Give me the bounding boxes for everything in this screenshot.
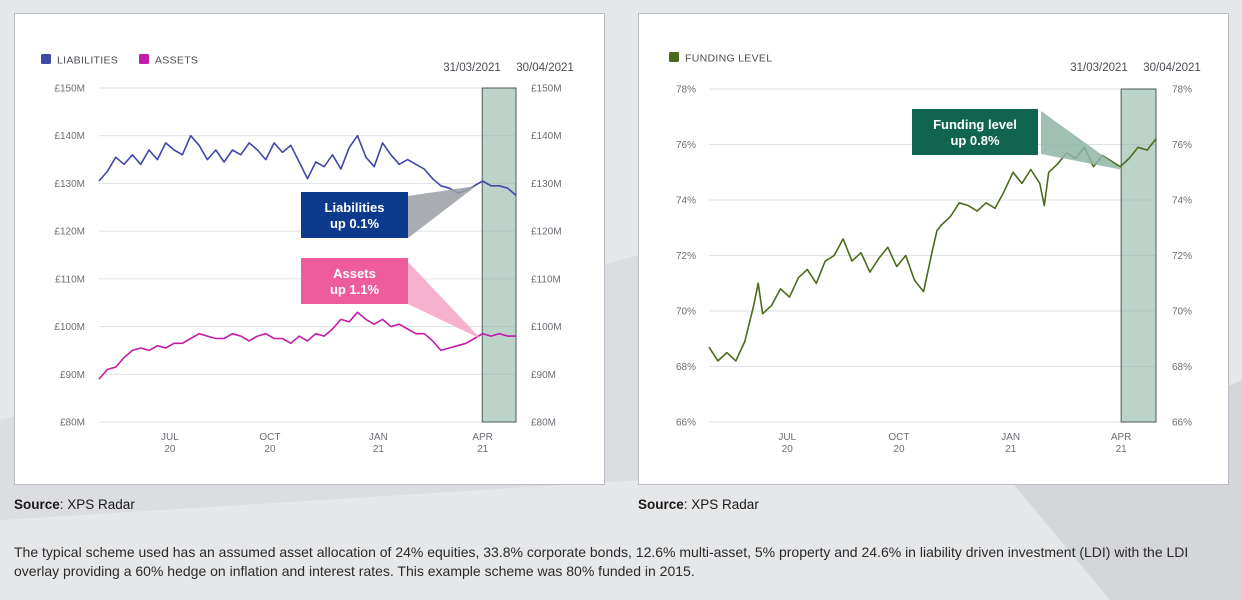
y-tick-label-right: 76% bbox=[1172, 140, 1192, 151]
source-text: : XPS Radar bbox=[683, 497, 759, 512]
y-tick-label-right: £140M bbox=[531, 131, 562, 142]
y-tick-label-right: £150M bbox=[531, 84, 562, 95]
source-note-right: Source: XPS Radar bbox=[638, 497, 759, 512]
callout-pointer bbox=[1041, 111, 1123, 170]
legend-label: LIABILITIES bbox=[57, 55, 118, 67]
source-text: : XPS Radar bbox=[59, 497, 135, 512]
source-label: Source bbox=[14, 497, 60, 512]
y-tick-label-left: 72% bbox=[676, 251, 696, 262]
x-tick-label-month: APR bbox=[472, 432, 493, 443]
x-tick-label-year: 21 bbox=[1005, 444, 1017, 455]
y-tick-label-right: £80M bbox=[531, 418, 556, 429]
legend-label: ASSETS bbox=[155, 55, 198, 67]
x-tick-label-year: 20 bbox=[893, 444, 905, 455]
x-tick-label-month: JAN bbox=[369, 432, 388, 443]
y-tick-label-left: £110M bbox=[55, 274, 85, 285]
y-tick-label-left: £120M bbox=[54, 227, 85, 238]
footnote-text: The typical scheme used has an assumed a… bbox=[14, 544, 1189, 579]
highlight-date-label: 30/04/2021 bbox=[516, 62, 574, 74]
y-tick-label-left: £130M bbox=[54, 179, 85, 190]
callout-box bbox=[912, 109, 1038, 155]
chart-funding-level: 66% 66% 68% 68% 70% 70% 72% 72% 74% 74% 76% 76% 78% 7… bbox=[669, 52, 1201, 455]
callout-text-title: Assets bbox=[333, 266, 376, 281]
callout-text-title: Liabilities bbox=[325, 200, 385, 215]
highlight-band bbox=[1120, 88, 1157, 423]
x-tick-label-year: 20 bbox=[264, 444, 276, 455]
callout-text-value: up 0.1% bbox=[330, 216, 380, 231]
source-label: Source bbox=[638, 497, 684, 512]
callout-pointer bbox=[408, 262, 481, 339]
callout-text-title: Funding level bbox=[933, 117, 1017, 132]
y-tick-label-right: £90M bbox=[531, 370, 556, 381]
y-tick-label-left: 78% bbox=[676, 85, 696, 96]
chart-panel-liabilities-assets: £80M £80M £90M £90M £100M £100M £110M £110M £120… bbox=[14, 13, 605, 485]
y-tick-label-right: £100M bbox=[531, 322, 562, 333]
x-tick-label-month: JUL bbox=[161, 432, 179, 443]
y-tick-label-left: £140M bbox=[54, 131, 85, 142]
highlight-date-label: 31/03/2021 bbox=[1070, 62, 1128, 74]
y-tick-label-left: 66% bbox=[676, 418, 696, 429]
legend-label: FUNDING LEVEL bbox=[685, 53, 772, 65]
y-tick-label-right: 70% bbox=[1172, 307, 1192, 318]
y-tick-label-left: 76% bbox=[676, 140, 696, 151]
legend-swatch bbox=[669, 52, 679, 62]
y-tick-label-right: 74% bbox=[1172, 196, 1192, 207]
y-tick-label-right: £110M bbox=[531, 274, 561, 285]
y-tick-label-left: £90M bbox=[60, 370, 85, 381]
y-tick-label-right: 72% bbox=[1172, 251, 1192, 262]
legend-swatch bbox=[41, 54, 51, 64]
x-tick-label-month: JAN bbox=[1001, 432, 1020, 443]
y-tick-label-left: £150M bbox=[54, 84, 85, 95]
y-tick-label-left: £100M bbox=[54, 322, 85, 333]
series-line bbox=[98, 311, 516, 380]
callout-pointer bbox=[408, 186, 476, 238]
source-note-left: Source: XPS Radar bbox=[14, 497, 135, 512]
highlight-band bbox=[481, 87, 517, 423]
highlight-date-label: 31/03/2021 bbox=[443, 62, 501, 74]
callout-box bbox=[301, 192, 408, 238]
series-line bbox=[708, 138, 1157, 362]
x-tick-label-year: 21 bbox=[373, 444, 385, 455]
highlight-date-label: 30/04/2021 bbox=[1143, 62, 1201, 74]
legend-swatch bbox=[139, 54, 149, 64]
x-tick-label-year: 21 bbox=[477, 444, 489, 455]
y-tick-label-left: £80M bbox=[60, 418, 85, 429]
y-tick-label-left: 70% bbox=[676, 307, 696, 318]
y-tick-label-left: 68% bbox=[676, 362, 696, 373]
series-line bbox=[98, 134, 517, 197]
chart-liabilities-assets: £80M £80M £90M £90M £100M £100M £110M £110M £120… bbox=[41, 54, 574, 455]
x-tick-label-month: JUL bbox=[778, 432, 796, 443]
x-tick-label-year: 20 bbox=[782, 444, 794, 455]
chart-panel-funding-level: 66% 66% 68% 68% 70% 70% 72% 72% 74% 74% 76% 76% 78% 7… bbox=[638, 13, 1229, 485]
y-tick-label-left: 74% bbox=[676, 196, 696, 207]
x-tick-label-month: APR bbox=[1111, 432, 1132, 443]
callout-text-value: up 0.8% bbox=[950, 133, 1000, 148]
y-tick-label-right: £120M bbox=[531, 227, 562, 238]
y-tick-label-right: 78% bbox=[1172, 85, 1192, 96]
y-tick-label-right: 66% bbox=[1172, 418, 1192, 429]
x-tick-label-month: OCT bbox=[888, 432, 909, 443]
x-tick-label-year: 20 bbox=[164, 444, 176, 455]
x-tick-label-year: 21 bbox=[1116, 444, 1128, 455]
callout-box bbox=[301, 258, 408, 304]
y-tick-label-right: 68% bbox=[1172, 362, 1192, 373]
x-tick-label-month: OCT bbox=[259, 432, 280, 443]
callout-text-value: up 1.1% bbox=[330, 282, 380, 297]
y-tick-label-right: £130M bbox=[531, 179, 562, 190]
